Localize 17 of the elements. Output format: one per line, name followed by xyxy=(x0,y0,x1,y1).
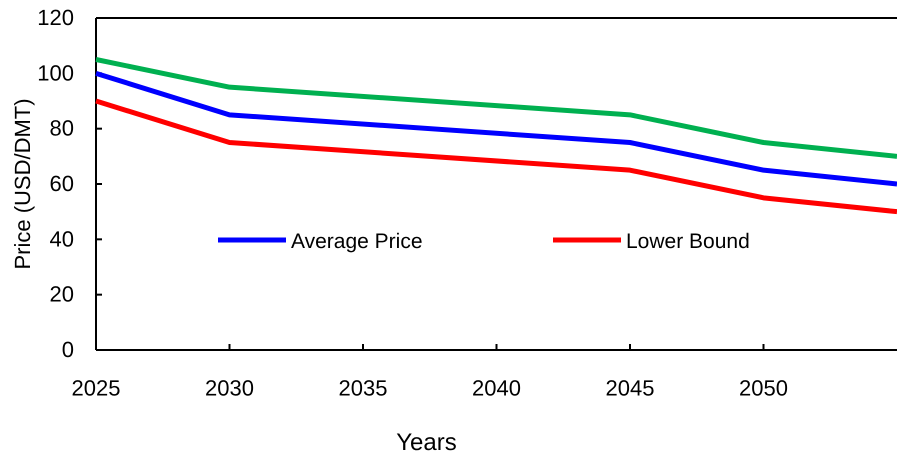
y-tick-label: 40 xyxy=(50,226,74,252)
x-tick-label: 2040 xyxy=(472,376,521,401)
x-tick-label: 2035 xyxy=(338,376,388,401)
y-tick-label: 100 xyxy=(37,60,74,86)
y-tick-label: 0 xyxy=(62,337,74,362)
legend-label: Lower Bound xyxy=(626,230,750,253)
y-tick-label: 60 xyxy=(50,171,74,196)
y-tick-label: 20 xyxy=(50,282,74,307)
y-tick-label: 80 xyxy=(50,116,74,141)
y-tick-label: 120 xyxy=(37,5,74,30)
x-tick-label: 2025 xyxy=(72,376,120,401)
x-tick-label: 2045 xyxy=(606,376,654,401)
x-tick-label: 2030 xyxy=(205,376,254,401)
x-axis-title: Years xyxy=(396,429,457,454)
y-axis-title: Price (USD/DMT) xyxy=(10,98,35,270)
x-tick-label: 2050 xyxy=(739,376,788,401)
legend-label: Average Price xyxy=(291,230,423,253)
